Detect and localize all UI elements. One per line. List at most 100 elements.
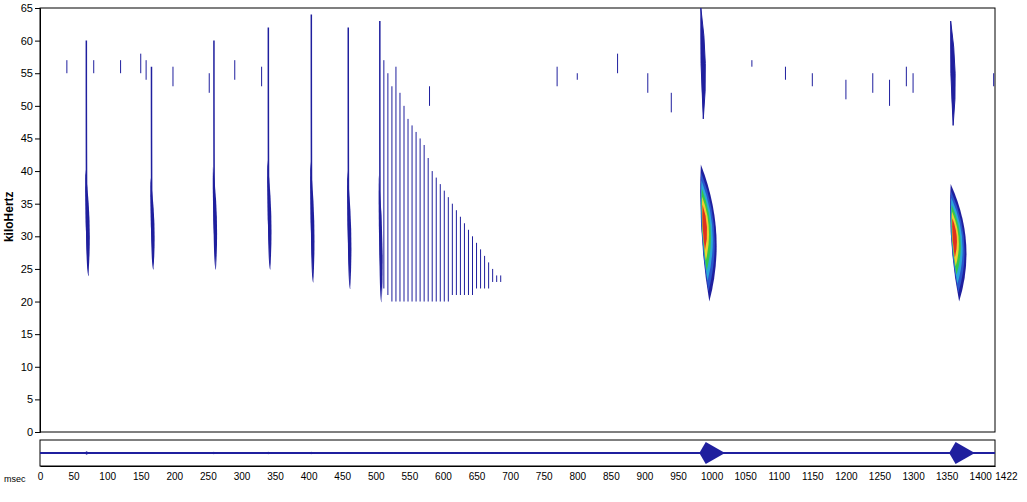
buzz-pulse <box>432 171 433 301</box>
y-tick: 10 <box>21 361 40 373</box>
buzz-pulse <box>444 191 445 302</box>
buzz-pulse <box>420 138 421 301</box>
buzz-pulse <box>387 73 388 295</box>
pulse-body <box>213 166 217 269</box>
x-axis: 0501001502002503003504004505005506006507… <box>38 466 1018 482</box>
x-tick-label: 1422 <box>995 471 1018 482</box>
pulse-waveform <box>150 452 155 454</box>
x-tick: 350 <box>267 466 284 482</box>
y-tick-label: 10 <box>21 361 33 373</box>
buzz-waveform <box>423 452 426 453</box>
x-tick-label: 50 <box>69 471 81 482</box>
x-tick: 1050 <box>735 466 758 482</box>
x-tick: 100 <box>99 466 116 482</box>
call-harmonic <box>701 8 706 119</box>
pulse-body <box>150 178 154 269</box>
buzz-waveform <box>467 452 470 454</box>
x-tick: 800 <box>569 466 586 482</box>
y-tick-mark <box>35 367 40 368</box>
x-tick: 1422 <box>995 466 1018 482</box>
x-tick: 700 <box>502 466 519 482</box>
x-tick-label: 100 <box>99 471 116 482</box>
noise-tick <box>617 54 618 74</box>
buzz-waveform <box>459 452 462 453</box>
y-tick-label: 15 <box>21 328 33 340</box>
y-tick: 65 <box>21 2 40 14</box>
noise-tick <box>671 93 672 113</box>
x-tick: 300 <box>234 466 251 482</box>
y-tick: 20 <box>21 296 40 308</box>
call-intensity <box>702 189 711 271</box>
noise-tick <box>120 60 121 73</box>
pulse-body <box>347 171 351 288</box>
x-tick: 1100 <box>768 466 790 482</box>
noise-tick <box>172 67 173 87</box>
x-tick-label: 500 <box>368 471 385 482</box>
buzz-waveform <box>495 452 498 454</box>
x-tick: 1250 <box>869 466 892 482</box>
buzz-pulse <box>472 236 473 295</box>
x-tick-label: 600 <box>435 471 452 482</box>
x-tick-label: 400 <box>301 471 318 482</box>
call-intensity <box>951 205 960 275</box>
y-tick-mark <box>35 302 40 303</box>
noise-tick <box>93 60 94 73</box>
buzz-pulse <box>416 132 417 302</box>
y-tick-mark <box>35 106 40 107</box>
buzz-pulse <box>492 269 493 282</box>
buzz-waveform <box>403 452 406 454</box>
y-tick-mark <box>35 41 40 42</box>
buzz-pulse <box>404 106 405 302</box>
noise-tick <box>577 73 578 80</box>
buzz-pulse <box>460 217 461 295</box>
buzz-waveform <box>411 452 414 454</box>
buzz-pulse <box>476 243 477 289</box>
y-tick: 15 <box>21 328 40 340</box>
y-axis-title: kiloHertz <box>2 191 16 242</box>
noise-tick <box>261 67 262 87</box>
y-axis-line <box>35 9 41 433</box>
buzz-pulse <box>496 275 497 282</box>
buzz-pulse <box>464 223 465 295</box>
call-intensity <box>952 218 957 257</box>
x-tick: 600 <box>435 466 452 482</box>
buzz-pulse <box>424 145 425 302</box>
x-tick-label: 1200 <box>835 471 858 482</box>
x-tick: 450 <box>334 466 351 482</box>
buzz-waveform <box>419 452 422 454</box>
noise-tick <box>647 73 648 93</box>
buzz-waveform <box>479 452 482 454</box>
y-tick: 5 <box>27 393 40 405</box>
x-tick: 50 <box>69 466 81 482</box>
y-tick-label: 65 <box>21 2 33 14</box>
x-tick-label: 1250 <box>869 471 892 482</box>
x-tick: 200 <box>166 466 183 482</box>
buzz-waveform <box>398 452 401 454</box>
y-tick-label: 25 <box>21 263 33 275</box>
x-tick: 400 <box>301 466 318 482</box>
x-tick-label: 1300 <box>902 471 925 482</box>
buzz-waveform <box>407 452 410 454</box>
y-tick-mark <box>35 399 40 400</box>
call-intensity <box>951 191 965 293</box>
y-tick: 50 <box>21 100 40 112</box>
x-tick-label: 950 <box>670 471 687 482</box>
buzz-pulse <box>383 60 384 288</box>
pulse-waveform <box>347 452 352 454</box>
x-tick-label: 700 <box>502 471 519 482</box>
x-tick-label: 1150 <box>802 471 824 482</box>
x-tick: 1300 <box>902 466 925 482</box>
buzz-pulse <box>488 262 489 288</box>
call-intensity <box>701 173 715 292</box>
pulse-body <box>85 170 90 276</box>
buzz-waveform <box>483 452 486 454</box>
pulse-waveform <box>212 452 217 455</box>
call-intensity <box>701 181 713 281</box>
x-tick-label: 300 <box>234 471 251 482</box>
x-tick: 150 <box>133 466 150 482</box>
x-tick-label: 650 <box>469 471 486 482</box>
noise-tick <box>209 73 210 93</box>
waveform-baseline <box>40 452 995 454</box>
buzz-pulse <box>500 275 501 282</box>
buzz-pulse <box>428 158 429 302</box>
